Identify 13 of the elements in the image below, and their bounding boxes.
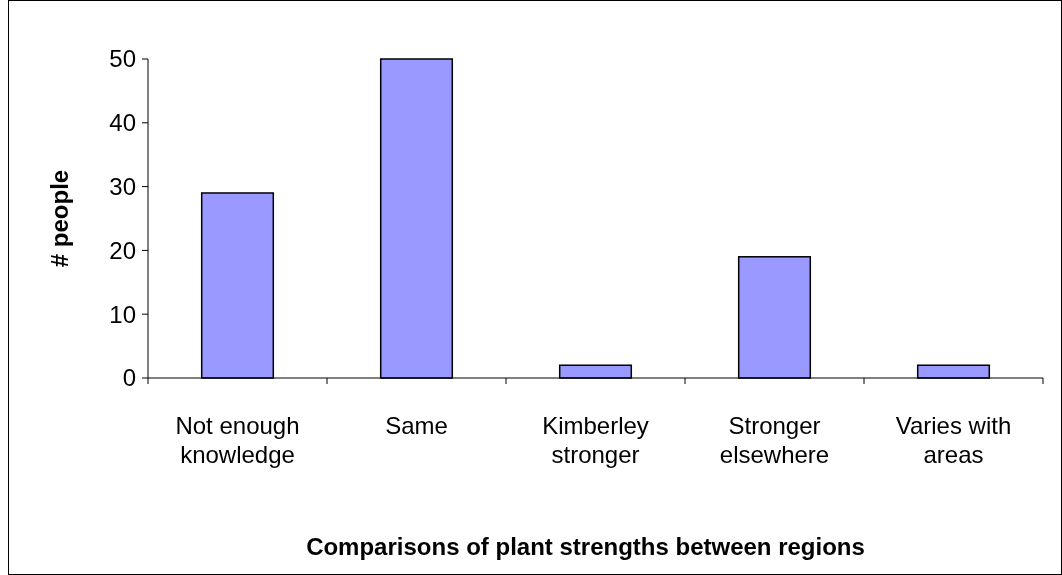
y-tick-label: 10 (109, 300, 136, 328)
x-axis-title: Comparisons of plant strengths between regions (306, 533, 865, 560)
x-tick-label: Varies with areas (895, 412, 1012, 468)
x-tick-label: Stronger elsewhere (719, 412, 830, 468)
x-tick-label: Kimberley stronger (542, 412, 649, 468)
y-tick-label: 0 (122, 364, 136, 392)
x-tick-label: Same (385, 412, 448, 439)
y-tick-label: 30 (109, 173, 136, 200)
x-tick-label: Not enough knowledge (175, 412, 300, 468)
y-tick-label: 40 (109, 109, 136, 137)
y-axis-title: # people (46, 169, 73, 268)
y-tick-label: 50 (109, 45, 136, 73)
y-tick-label: 20 (109, 236, 136, 264)
